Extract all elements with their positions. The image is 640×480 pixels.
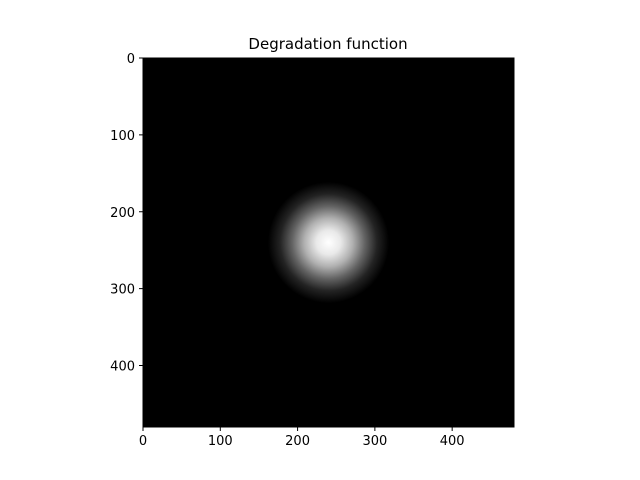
y-tick-label: 200 [110, 206, 135, 221]
plot-area [142, 57, 515, 428]
x-axis: 0 100 200 300 400 [139, 427, 465, 449]
y-tick-label: 0 [127, 52, 135, 67]
x-tick-label: 400 [440, 434, 465, 449]
y-tick-label: 300 [110, 283, 135, 298]
y-tick-label: 100 [110, 129, 135, 144]
chart-title: Degradation function [248, 35, 407, 53]
x-tick-label: 200 [285, 434, 310, 449]
x-tick-label: 0 [139, 434, 147, 449]
x-tick-label: 100 [208, 434, 233, 449]
y-tick-label: 400 [110, 360, 135, 375]
plot-frame [142, 57, 515, 428]
y-axis: 0 100 200 300 400 [110, 52, 143, 375]
gaussian-spot [267, 181, 390, 304]
x-tick-label: 300 [362, 434, 387, 449]
